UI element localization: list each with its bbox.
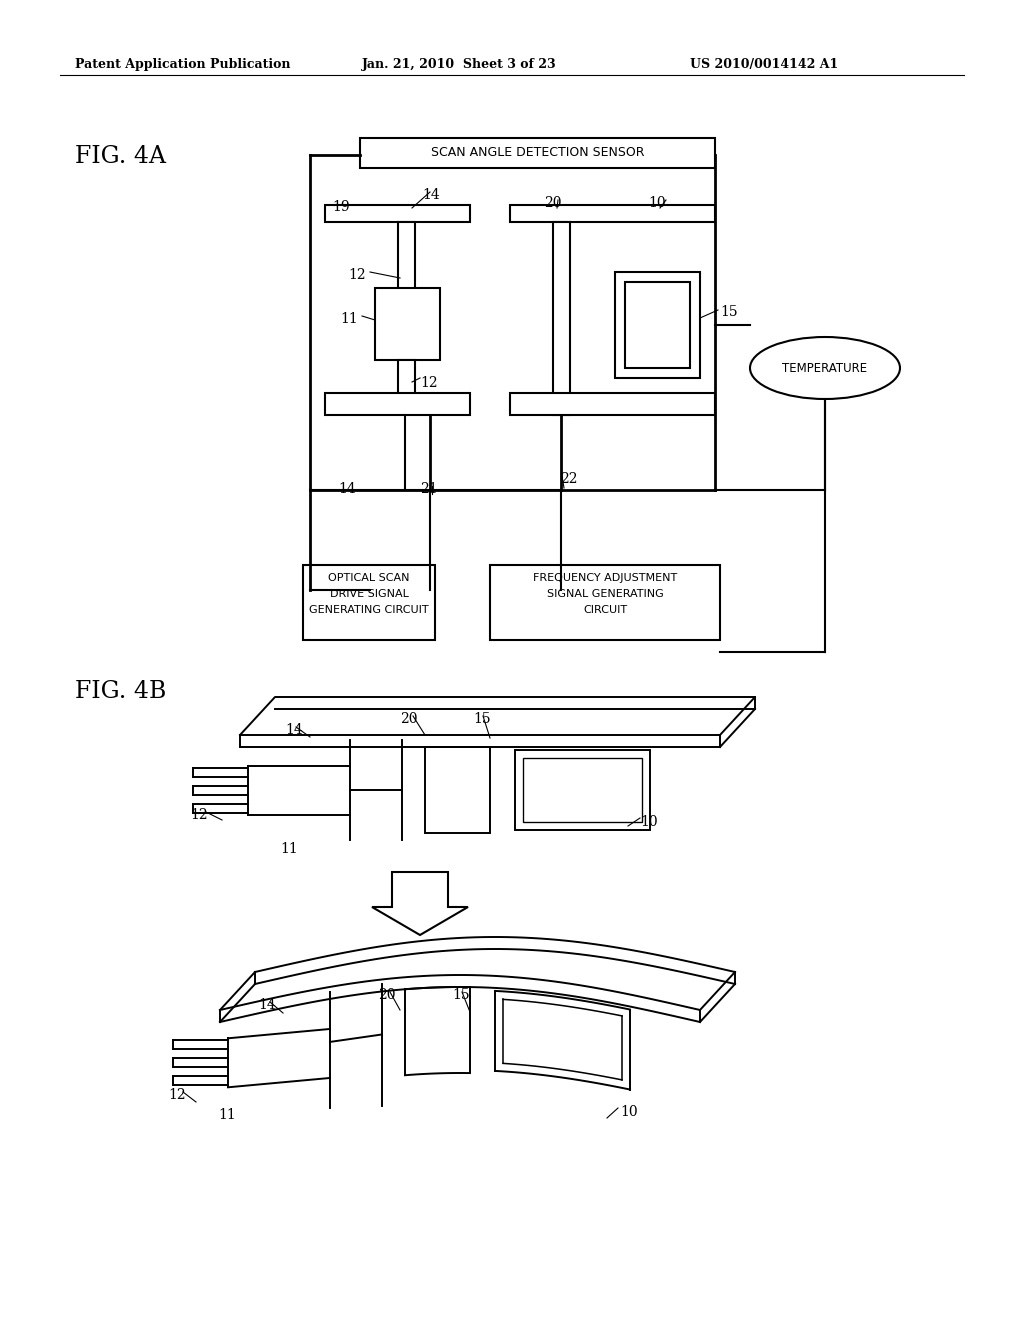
Text: 20: 20	[378, 987, 395, 1002]
Text: SCAN ANGLE DETECTION SENSOR: SCAN ANGLE DETECTION SENSOR	[431, 147, 644, 160]
Bar	[523, 758, 642, 822]
Text: TEMPERATURE: TEMPERATURE	[782, 362, 867, 375]
Bar	[375, 288, 440, 360]
Text: 19: 19	[332, 201, 349, 214]
Bar	[553, 222, 570, 414]
Text: 21: 21	[420, 482, 437, 496]
Bar	[360, 139, 715, 168]
Bar	[490, 565, 720, 640]
Text: 10: 10	[640, 814, 657, 829]
Text: 14: 14	[285, 723, 303, 737]
Text: 14: 14	[258, 998, 275, 1012]
Text: 12: 12	[348, 268, 366, 282]
Text: FREQUENCY ADJUSTMENT: FREQUENCY ADJUSTMENT	[532, 573, 677, 583]
Text: 12: 12	[420, 376, 437, 389]
Bar	[510, 393, 715, 414]
Text: 20: 20	[544, 195, 561, 210]
Text: US 2010/0014142 A1: US 2010/0014142 A1	[690, 58, 839, 71]
Bar	[325, 205, 470, 222]
Bar	[515, 750, 650, 830]
Text: GENERATING CIRCUIT: GENERATING CIRCUIT	[309, 605, 429, 615]
Bar	[425, 747, 490, 833]
Text: FIG. 4B: FIG. 4B	[75, 680, 166, 704]
Text: Patent Application Publication: Patent Application Publication	[75, 58, 291, 71]
Text: 14: 14	[422, 187, 439, 202]
Text: 11: 11	[280, 842, 298, 855]
Text: DRIVE SIGNAL: DRIVE SIGNAL	[330, 589, 409, 599]
Text: Jan. 21, 2010  Sheet 3 of 23: Jan. 21, 2010 Sheet 3 of 23	[362, 58, 557, 71]
Text: 10: 10	[620, 1105, 638, 1119]
Text: 14: 14	[338, 482, 355, 496]
Text: FIG. 4A: FIG. 4A	[75, 145, 166, 168]
Bar	[398, 360, 415, 395]
Text: 11: 11	[218, 1107, 236, 1122]
Text: 15: 15	[473, 711, 490, 726]
Text: 11: 11	[340, 312, 357, 326]
Polygon shape	[372, 873, 468, 935]
Bar	[325, 393, 470, 414]
Text: 22: 22	[560, 473, 578, 486]
Bar	[615, 272, 700, 378]
Bar	[398, 222, 415, 290]
Bar	[303, 565, 435, 640]
Text: 12: 12	[190, 808, 208, 822]
Bar	[510, 205, 715, 222]
Text: 12: 12	[168, 1088, 185, 1102]
Text: 20: 20	[400, 711, 418, 726]
Text: CIRCUIT: CIRCUIT	[583, 605, 627, 615]
Ellipse shape	[750, 337, 900, 399]
Text: SIGNAL GENERATING: SIGNAL GENERATING	[547, 589, 664, 599]
Text: 15: 15	[452, 987, 470, 1002]
Text: 10: 10	[648, 195, 666, 210]
Text: OPTICAL SCAN: OPTICAL SCAN	[329, 573, 410, 583]
Bar	[625, 282, 690, 368]
Text: 15: 15	[720, 305, 737, 319]
